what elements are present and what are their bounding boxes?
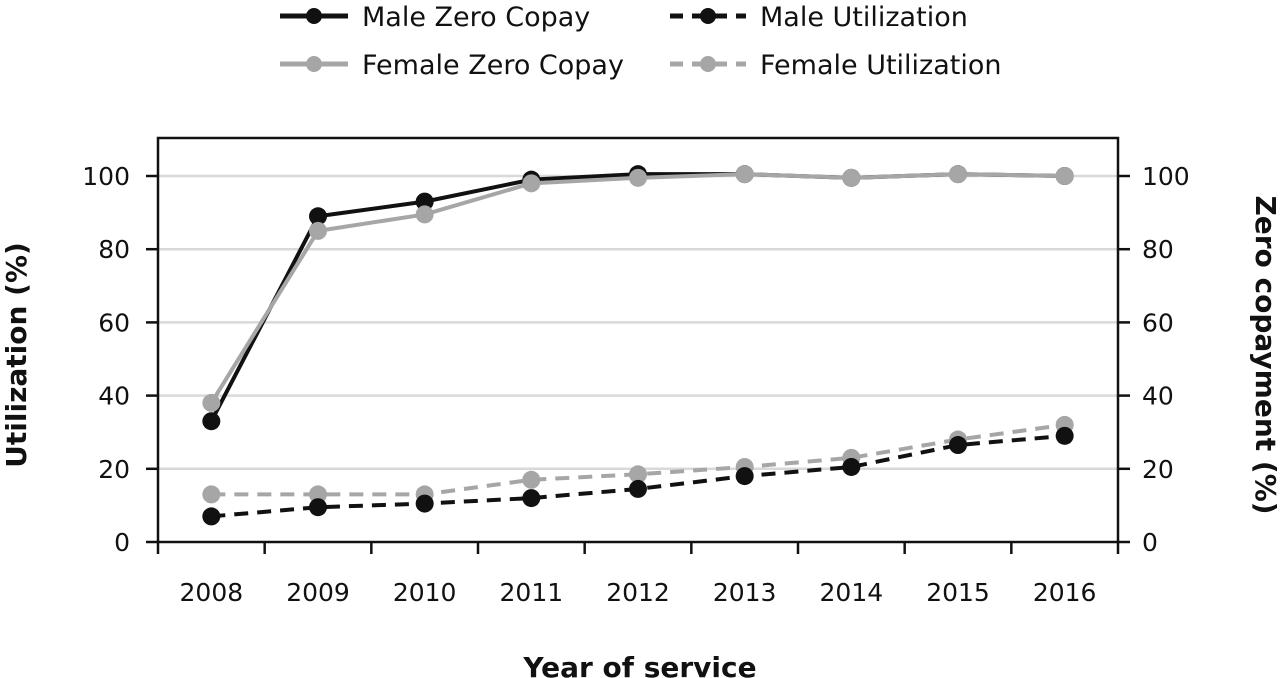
y-tick-label-left: 40 xyxy=(98,382,130,411)
data-point xyxy=(949,436,967,455)
data-point xyxy=(309,207,327,226)
data-point xyxy=(522,174,541,193)
gridlines xyxy=(158,174,1118,471)
y-tick-label-left: 60 xyxy=(98,308,130,337)
y-tick-label-right: 60 xyxy=(1142,308,1174,337)
series-male-utilization xyxy=(202,426,1074,526)
legend: Male Zero Copay Female Zero Copay Male Uti… xyxy=(280,2,1002,81)
data-point xyxy=(202,507,221,526)
series-male-zero-copay xyxy=(202,165,1074,431)
series-line xyxy=(209,172,1065,404)
series-layer xyxy=(202,165,1074,526)
y-tick-label-right: 100 xyxy=(1142,162,1190,191)
x-tick-label: 2009 xyxy=(286,578,350,607)
x-tick-label: 2014 xyxy=(820,578,884,607)
data-point xyxy=(629,465,647,484)
x-tick-label: 2010 xyxy=(393,578,457,607)
x-tick-label: 2013 xyxy=(713,578,777,607)
data-point xyxy=(415,494,434,513)
data-point xyxy=(522,489,541,508)
series-line xyxy=(209,172,1065,423)
legend-item: Female Zero Copay xyxy=(280,50,624,81)
legend-swatch-marker xyxy=(306,56,322,72)
legend-label: Female Utilization xyxy=(760,50,1002,81)
data-point xyxy=(1055,167,1074,185)
legend-swatch-marker xyxy=(700,8,716,24)
y-tick-label-right: 40 xyxy=(1142,382,1174,411)
y-tick-label-left: 0 xyxy=(114,528,130,557)
y-axis-title-left: Utilization (%) xyxy=(0,242,33,468)
data-point xyxy=(522,470,541,489)
legend-label: Male Utilization xyxy=(760,2,968,33)
data-point xyxy=(202,485,221,504)
x-tick-label: 2015 xyxy=(926,578,990,607)
legend-item: Female Utilization xyxy=(670,50,1002,81)
legend-item: Male Zero Copay xyxy=(280,2,590,33)
data-point xyxy=(842,168,861,187)
data-point xyxy=(735,467,754,486)
y-axis-title-right: Zero copayment (%) xyxy=(1249,195,1280,514)
legend-swatch-marker xyxy=(306,8,322,24)
y-tick-label-left: 80 xyxy=(98,235,130,264)
data-point xyxy=(309,498,327,517)
legend-item: Male Utilization xyxy=(670,2,968,33)
legend-label: Male Zero Copay xyxy=(362,2,590,33)
x-tick-label: 2011 xyxy=(500,578,564,607)
data-point xyxy=(309,221,327,240)
legend-swatch-marker xyxy=(700,56,716,72)
axes: 0 20 40 60 80 100 0 20 40 60 80 100 2008 2009 2010 2011… xyxy=(82,162,1189,607)
y-tick-label-right: 80 xyxy=(1142,235,1174,264)
data-point xyxy=(949,165,967,184)
y-tick-label-left: 100 xyxy=(82,162,130,191)
legend-label: Female Zero Copay xyxy=(362,50,624,81)
y-tick-label-right: 20 xyxy=(1142,455,1174,484)
y-tick-label-left: 20 xyxy=(98,455,130,484)
data-point xyxy=(735,165,754,184)
data-point xyxy=(629,168,647,187)
series-female-zero-copay xyxy=(202,165,1074,412)
x-tick-label: 2016 xyxy=(1033,578,1097,607)
data-point xyxy=(842,457,861,476)
data-point xyxy=(415,192,434,211)
data-point xyxy=(202,412,221,431)
x-tick-label: 2008 xyxy=(180,578,244,607)
data-point xyxy=(415,205,434,224)
x-axis-title: Year of service xyxy=(522,651,756,678)
data-point xyxy=(309,485,327,504)
plot-area-frame xyxy=(156,136,1120,544)
data-point xyxy=(629,479,647,498)
data-point xyxy=(202,393,221,412)
y-tick-label-right: 0 xyxy=(1142,528,1158,557)
x-tick-label: 2012 xyxy=(606,578,670,607)
data-point xyxy=(1055,426,1074,445)
